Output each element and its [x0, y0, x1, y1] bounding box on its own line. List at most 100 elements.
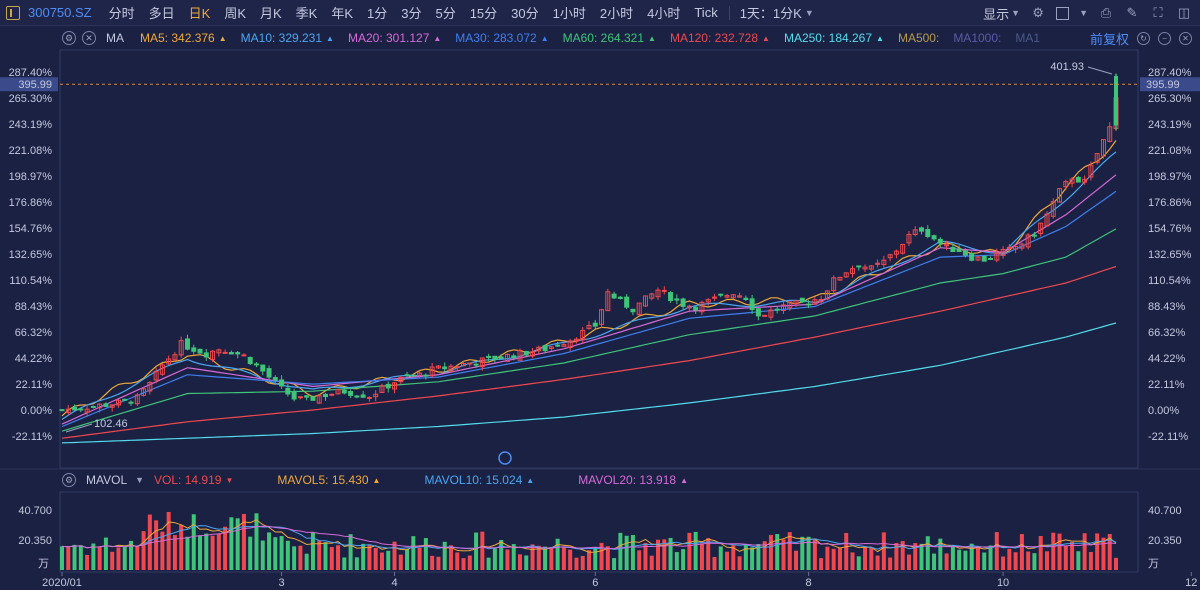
- low-annotation: 102.46: [94, 418, 128, 430]
- candle-body: [335, 389, 341, 395]
- volume-bar: [712, 557, 717, 570]
- candle-body: [642, 295, 648, 307]
- close-icon[interactable]: ✕: [1179, 31, 1192, 45]
- period-tab[interactable]: 2小时: [599, 6, 634, 21]
- volume-bar: [794, 550, 799, 570]
- candle-body: [1082, 178, 1088, 183]
- period-tab[interactable]: 月K: [259, 6, 282, 21]
- ma-legend-value: MA250: 184.267: [783, 31, 873, 45]
- candle-body: [228, 352, 234, 355]
- candle-body: [1063, 181, 1069, 188]
- ma-legend-item: MA60: 264.321 ▲: [563, 31, 656, 45]
- y-tick-label-right: 88.43%: [1148, 301, 1186, 313]
- camera-icon[interactable]: ⎙: [1100, 5, 1112, 20]
- period-tab[interactable]: 4小时: [647, 6, 681, 21]
- volume-bar: [348, 534, 353, 570]
- chevron-down-icon[interactable]: ▼: [1079, 8, 1088, 18]
- chevron-down-icon[interactable]: ▼: [135, 475, 145, 485]
- candle-body: [373, 393, 379, 398]
- settings-gear-icon[interactable]: ⚙: [62, 473, 76, 487]
- candle-body: [1044, 213, 1050, 227]
- volume-panel-frame: [59, 491, 1139, 573]
- x-tick-label: 3: [279, 577, 285, 589]
- period-tab[interactable]: Tick: [694, 5, 718, 20]
- up-arrow-icon: ▲: [433, 33, 442, 43]
- period-tab[interactable]: 日K: [188, 6, 211, 21]
- volume-bar: [649, 555, 654, 570]
- volume-unit-left: 万: [38, 558, 49, 570]
- candle-body: [511, 355, 517, 359]
- period-tab[interactable]: 30分: [511, 6, 539, 21]
- pencil-icon[interactable]: ✎: [1126, 5, 1138, 20]
- ma-legend: ⚙ ✕ MA MA5: 342.376 ▲ MA10: 329.231 ▲ MA20: …: [0, 26, 1200, 50]
- period-tab[interactable]: 5分: [435, 6, 456, 21]
- volume-bar: [894, 542, 899, 570]
- period-tab[interactable]: 1分: [367, 6, 388, 21]
- interval-selector[interactable]: 1天：1分K ▼: [734, 3, 820, 22]
- symbol-label[interactable]: 300750.SZ: [28, 5, 92, 20]
- y-tick-label-left: 132.65%: [9, 249, 53, 261]
- volume-bar: [260, 540, 265, 570]
- period-tab[interactable]: 年K: [331, 6, 353, 21]
- candle-body: [969, 252, 975, 261]
- restore-window-icon[interactable]: ◫: [1177, 5, 1191, 20]
- volume-bar: [825, 546, 830, 570]
- volume-bar: [267, 532, 272, 570]
- volume-bar: [624, 535, 629, 570]
- candle-body: [818, 298, 824, 303]
- volume-bar: [72, 544, 77, 570]
- close-icon[interactable]: ✕: [82, 31, 96, 45]
- settings-gear-icon[interactable]: ⚙: [1032, 5, 1044, 20]
- y-tick-label-right: 198.97%: [1148, 171, 1192, 183]
- color-square-icon[interactable]: [1056, 6, 1070, 20]
- volume-bar: [66, 547, 71, 570]
- panel-toggle-icon[interactable]: [6, 5, 20, 20]
- volume-bar: [1019, 534, 1024, 570]
- candle-body: [573, 338, 579, 342]
- candle-body: [592, 322, 598, 327]
- period-tab[interactable]: 15分: [469, 6, 498, 21]
- candle-body: [937, 238, 943, 244]
- period-tab[interactable]: 多日: [148, 6, 175, 21]
- volume-bar: [204, 533, 209, 570]
- ma-line-ma5: [61, 140, 1117, 417]
- minus-icon[interactable]: −: [1158, 31, 1171, 45]
- volume-bar: [536, 545, 541, 570]
- current-price-label-right: 395.99: [1146, 79, 1180, 91]
- candle-body: [517, 349, 523, 361]
- volume-bar: [969, 543, 974, 570]
- candle-body: [988, 257, 994, 260]
- display-label: 显示: [983, 6, 1010, 22]
- candle-body: [379, 385, 385, 393]
- volume-bar: [587, 550, 591, 570]
- ma-line-ma20: [61, 174, 1117, 425]
- period-tab[interactable]: 周K: [224, 6, 246, 21]
- period-tab[interactable]: 3分: [401, 6, 422, 21]
- candle-body: [655, 289, 661, 298]
- period-tab[interactable]: 季K: [295, 6, 318, 21]
- ma-indicator-name: MA: [106, 31, 124, 45]
- adjust-mode-button[interactable]: 前复权: [1089, 31, 1129, 47]
- volume-bar: [141, 531, 146, 570]
- y-tick-label-left: 243.19%: [9, 119, 53, 131]
- fullscreen-icon[interactable]: ⛶: [1153, 5, 1163, 20]
- candle-body: [780, 304, 786, 311]
- refresh-icon[interactable]: ↻: [1137, 31, 1150, 45]
- volume-bar: [235, 518, 240, 570]
- display-dropdown[interactable]: 显示 ▼: [983, 4, 1020, 23]
- ma-legend-value: MA5: 342.376: [140, 31, 215, 45]
- volume-bar: [731, 545, 736, 570]
- high-annotation-leader: [1087, 66, 1113, 75]
- y-tick-label-right: 265.30%: [1148, 93, 1192, 105]
- settings-gear-icon[interactable]: ⚙: [62, 31, 76, 45]
- volume-bar: [913, 543, 918, 570]
- period-tab[interactable]: 分时: [108, 6, 135, 21]
- candle-body: [523, 350, 529, 356]
- candle-body: [724, 295, 730, 298]
- toolbar-divider: [728, 5, 730, 20]
- volume-bar: [499, 540, 504, 570]
- period-tab[interactable]: 1小时: [552, 6, 586, 21]
- candle-body: [850, 268, 855, 274]
- volume-bar: [800, 536, 805, 570]
